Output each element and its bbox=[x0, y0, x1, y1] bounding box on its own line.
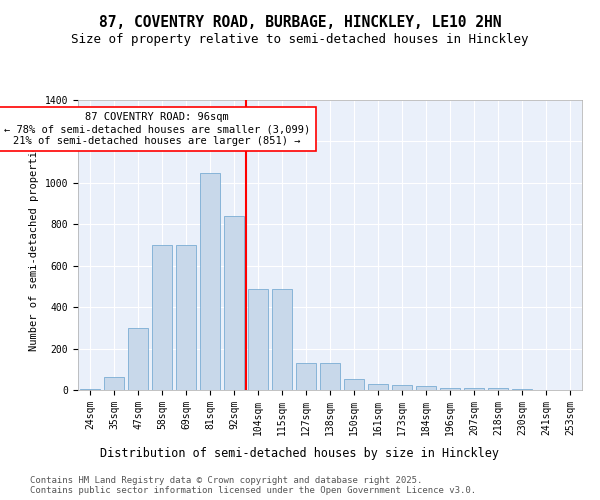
Bar bbox=[416, 386, 436, 390]
Text: Contains HM Land Registry data © Crown copyright and database right 2025.
Contai: Contains HM Land Registry data © Crown c… bbox=[30, 476, 476, 495]
Y-axis label: Number of semi-detached properties: Number of semi-detached properties bbox=[29, 138, 39, 352]
Bar bbox=[272, 288, 292, 390]
Text: 87 COVENTRY ROAD: 96sqm
← 78% of semi-detached houses are smaller (3,099)
21% of: 87 COVENTRY ROAD: 96sqm ← 78% of semi-de… bbox=[4, 112, 310, 146]
Bar bbox=[440, 388, 460, 390]
Bar bbox=[80, 389, 100, 390]
Bar bbox=[224, 216, 244, 390]
Bar bbox=[200, 172, 220, 390]
Bar bbox=[152, 245, 172, 390]
Text: Size of property relative to semi-detached houses in Hinckley: Size of property relative to semi-detach… bbox=[71, 32, 529, 46]
Bar bbox=[296, 363, 316, 390]
Bar bbox=[392, 385, 412, 390]
Bar bbox=[176, 245, 196, 390]
Bar bbox=[104, 376, 124, 390]
Text: Distribution of semi-detached houses by size in Hinckley: Distribution of semi-detached houses by … bbox=[101, 448, 499, 460]
Bar bbox=[128, 328, 148, 390]
Bar bbox=[320, 363, 340, 390]
Bar bbox=[464, 388, 484, 390]
Bar bbox=[248, 288, 268, 390]
Bar bbox=[344, 378, 364, 390]
Bar bbox=[368, 384, 388, 390]
Bar bbox=[488, 388, 508, 390]
Text: 87, COVENTRY ROAD, BURBAGE, HINCKLEY, LE10 2HN: 87, COVENTRY ROAD, BURBAGE, HINCKLEY, LE… bbox=[99, 15, 501, 30]
